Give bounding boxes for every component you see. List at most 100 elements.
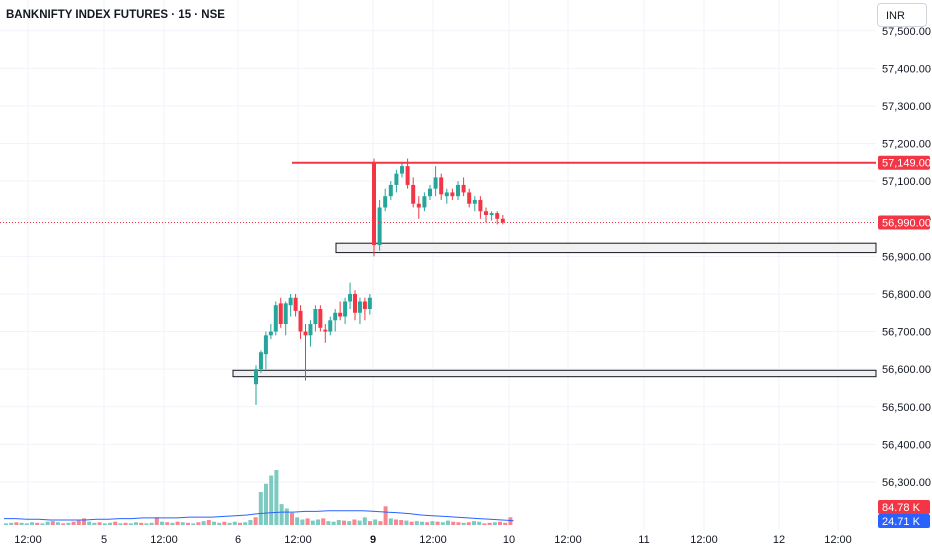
- volume-bar: [472, 521, 476, 525]
- candle-down: [318, 309, 323, 328]
- candle-up: [444, 192, 449, 197]
- volume-ma-badge: [878, 514, 930, 528]
- volume-bar: [466, 522, 471, 525]
- volume-bar: [352, 519, 357, 525]
- volume-bar: [435, 521, 440, 525]
- price-tick-label: 56,500.00: [882, 402, 931, 414]
- candle-down: [303, 331, 308, 336]
- volume-bar: [30, 522, 34, 525]
- candles: [254, 158, 505, 405]
- candle-down: [461, 184, 466, 193]
- volume-bar: [66, 522, 71, 525]
- volume-bars: [4, 470, 513, 525]
- candle-down: [362, 301, 367, 309]
- candle-up: [394, 173, 399, 185]
- volume-bar: [243, 522, 248, 525]
- volume-bar: [316, 519, 320, 525]
- volume-bar: [492, 522, 497, 525]
- volume-bar: [232, 521, 237, 525]
- candle-down: [405, 166, 410, 185]
- candle-down: [411, 184, 416, 204]
- volume-bar: [399, 520, 404, 525]
- volume-bar: [498, 521, 502, 525]
- chart-grid: [0, 0, 876, 530]
- volume-bar: [87, 521, 92, 525]
- resistance-price-badge-text: 57,149.00: [882, 158, 931, 170]
- candle-down: [372, 162, 376, 246]
- volume-bar: [175, 521, 180, 525]
- volume-bar: [71, 521, 76, 525]
- volume-bar: [165, 522, 170, 525]
- candle-up: [328, 320, 333, 332]
- currency-selector[interactable]: INR: [877, 3, 927, 27]
- price-tick-label: 57,400.00: [882, 63, 931, 75]
- volume-bar: [139, 522, 144, 525]
- candle-up: [273, 305, 278, 332]
- volume-bar: [305, 518, 310, 525]
- volume-bar: [482, 523, 487, 525]
- volume-bar: [342, 520, 346, 525]
- volume-bar: [295, 517, 300, 525]
- support-zone-box[interactable]: [232, 369, 877, 378]
- volume-bar: [97, 522, 102, 525]
- volume-bar: [108, 522, 112, 525]
- volume-bar: [186, 522, 190, 525]
- volume-bar: [373, 519, 378, 525]
- time-tick-label: 12:00: [419, 534, 447, 546]
- price-tick-label: 57,100.00: [882, 176, 931, 188]
- price-tick-label: 56,700.00: [882, 327, 931, 339]
- volume-bar: [4, 523, 8, 525]
- price-tick-label: 56,400.00: [882, 439, 931, 451]
- volume-bar: [134, 522, 138, 525]
- volume-bar: [149, 522, 154, 525]
- volume-bar: [414, 521, 419, 525]
- price-badges: 57,149.00 56,990.00 84.78 K 24.71 K: [878, 155, 931, 528]
- volume-bar: [461, 522, 466, 525]
- volume-bar: [82, 518, 86, 525]
- volume-bar: [394, 519, 398, 525]
- volume-bar: [123, 522, 128, 525]
- candle-up: [288, 297, 293, 306]
- candle-up: [367, 297, 372, 309]
- time-tick-label: 5: [101, 534, 107, 546]
- volume-bar: [409, 521, 414, 525]
- volume-bar: [144, 523, 149, 525]
- resistance-price-badge: [878, 155, 930, 170]
- candle-down: [298, 310, 303, 332]
- volume-bar: [430, 521, 435, 525]
- volume-bar: [170, 522, 175, 525]
- volume-bar: [160, 521, 164, 525]
- volume-bar: [40, 523, 45, 525]
- volume-bar: [61, 523, 66, 525]
- candle-up: [254, 369, 258, 385]
- candle-up: [377, 207, 382, 246]
- volume-bar: [19, 522, 24, 525]
- volume-bar: [404, 520, 409, 525]
- volume-bar: [206, 520, 211, 525]
- price-tick-label: 56,600.00: [882, 364, 931, 376]
- candle-up: [383, 196, 388, 208]
- candle-up: [308, 324, 313, 336]
- time-tick-label: 12:00: [14, 534, 42, 546]
- support-zone-box[interactable]: [335, 242, 877, 254]
- volume-bar: [357, 520, 362, 525]
- volume-bar: [191, 523, 196, 525]
- volume-bar: [378, 521, 383, 525]
- volume-bar: [420, 521, 424, 525]
- volume-bar: [310, 520, 315, 525]
- candle-up: [357, 301, 362, 313]
- volume-bar: [425, 522, 430, 525]
- volume-bar: [388, 518, 393, 525]
- volume-bar: [487, 522, 492, 525]
- volume-bar: [102, 523, 107, 525]
- volume-bar: [336, 520, 341, 525]
- volume-bar: [24, 523, 29, 525]
- volume-bar: [35, 522, 40, 525]
- time-axis: 12:00 5 12:00 6 12:00 9 12:00 10 12:00 11 12:00 12 1…: [14, 534, 852, 546]
- time-tick-label: 12:00: [554, 534, 582, 546]
- time-tick-label: 11: [638, 534, 649, 546]
- candle-up: [333, 312, 338, 321]
- volume-bar: [258, 492, 263, 525]
- volume-bar: [274, 470, 279, 525]
